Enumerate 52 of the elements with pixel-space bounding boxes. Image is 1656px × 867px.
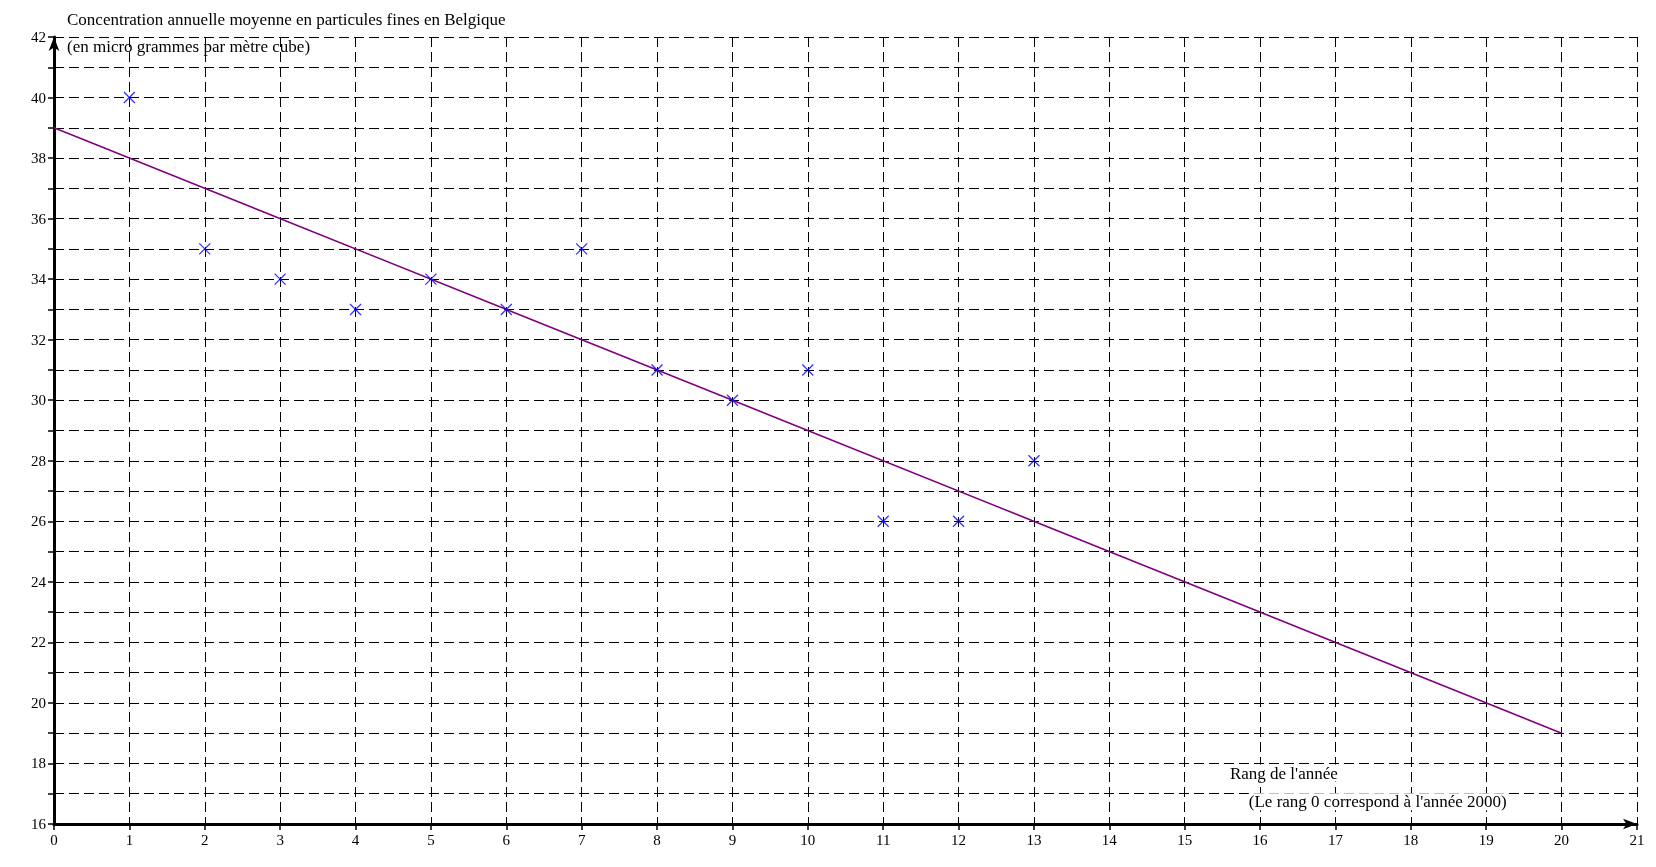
point: [123, 91, 136, 104]
x-tick-label: 4: [351, 831, 360, 848]
y-tick-label: 20: [31, 694, 46, 711]
x-tick-label: 14: [1101, 831, 1118, 848]
point: [952, 515, 965, 528]
x-tick-label: 9: [728, 831, 737, 848]
x-tick-label: 1: [125, 831, 134, 848]
y-tick-label: 30: [31, 392, 46, 409]
x-tick-label: 18: [1403, 831, 1419, 848]
x-tick-label: 10: [800, 831, 816, 848]
y-tick-label: 28: [31, 452, 46, 469]
y-tick-label: 42: [31, 29, 46, 45]
point: [349, 303, 362, 316]
point: [650, 363, 664, 377]
point: [801, 363, 814, 377]
point: [198, 242, 211, 256]
point: [726, 394, 739, 407]
x-tick-label: 6: [502, 831, 511, 848]
x-tick-label: 19: [1478, 831, 1494, 848]
point: [877, 515, 890, 528]
point: [575, 242, 588, 256]
y-tick-label: 18: [31, 755, 46, 772]
x-tick-label: 16: [1252, 831, 1269, 848]
y-tick-label: 38: [31, 150, 46, 167]
x-tick-label: 21: [1629, 831, 1645, 848]
y-tick-label: 16: [31, 816, 47, 832]
x-tick-label: 11: [875, 831, 891, 848]
y-tick-label: 24: [31, 573, 47, 590]
x-axis-title: Rang de l'année: [1229, 763, 1338, 783]
x-tick-label: 3: [276, 831, 284, 848]
x-tick-label: 5: [427, 831, 435, 848]
y-tick-label: 32: [31, 331, 46, 348]
point: [1027, 454, 1041, 467]
y-tick-label: 36: [31, 210, 47, 227]
x-tick-label: 20: [1554, 831, 1570, 848]
annotation: (Le rang 0 correspond à l'année 2000): [1248, 792, 1507, 812]
x-tick-label: 0: [50, 831, 58, 848]
x-tick-label: 15: [1177, 831, 1193, 848]
y-tick-label: 34: [31, 271, 47, 288]
y-tick-label: 22: [31, 634, 46, 651]
point: [500, 303, 513, 316]
x-tick-label: 8: [653, 831, 661, 848]
point: [273, 273, 287, 286]
y-tick-label: 40: [31, 89, 46, 106]
chart-title: Concentration annuelle moyenne en particules fines en Belgique: [67, 10, 506, 29]
point: [424, 273, 438, 286]
x-tick-label: 13: [1026, 831, 1042, 848]
x-tick-label: 17: [1327, 831, 1344, 848]
x-tick-label: 2: [201, 831, 209, 848]
x-tick-label: 12: [951, 831, 967, 848]
x-tick-label: 7: [577, 831, 586, 848]
y-tick-label: 26: [31, 513, 47, 530]
